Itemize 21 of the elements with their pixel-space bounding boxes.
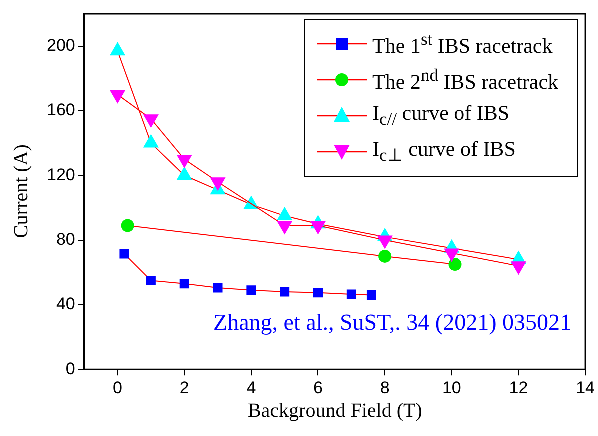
x-tick-label: 8 bbox=[380, 378, 390, 398]
legend-label: The 2$^{nd}$ IBS racetrack bbox=[372, 65, 559, 95]
y-tick-label: 80 bbox=[56, 230, 76, 249]
y-axis-title: Current (A) bbox=[10, 144, 34, 239]
legend-label: The 1$^{st}$ IBS racetrack bbox=[372, 29, 553, 59]
x-axis-title: Background Field (T) bbox=[248, 400, 422, 423]
x-tick-label: 10 bbox=[442, 378, 462, 398]
y-tick-label: 200 bbox=[46, 36, 76, 56]
x-tick-label: 2 bbox=[180, 378, 190, 398]
x-tick-label: 6 bbox=[314, 378, 323, 398]
y-tick-label: 120 bbox=[46, 165, 76, 184]
x-tick-label: 14 bbox=[576, 378, 596, 398]
y-tick-label: 160 bbox=[46, 100, 76, 120]
y-tick-label: 0 bbox=[66, 359, 76, 378]
legend-label: I$_{c//}$ curve of IBS bbox=[372, 101, 510, 131]
annotation: Zhang, et al., SuST,. 34 (2021) 035021 bbox=[214, 310, 572, 336]
y-tick-label: 40 bbox=[56, 294, 76, 314]
x-tick-label: 0 bbox=[113, 378, 123, 398]
x-tick-label: 4 bbox=[246, 378, 256, 398]
legend-label: I$_{c⊥}$ curve of IBS bbox=[372, 137, 516, 167]
x-tick-label: 12 bbox=[509, 378, 528, 398]
